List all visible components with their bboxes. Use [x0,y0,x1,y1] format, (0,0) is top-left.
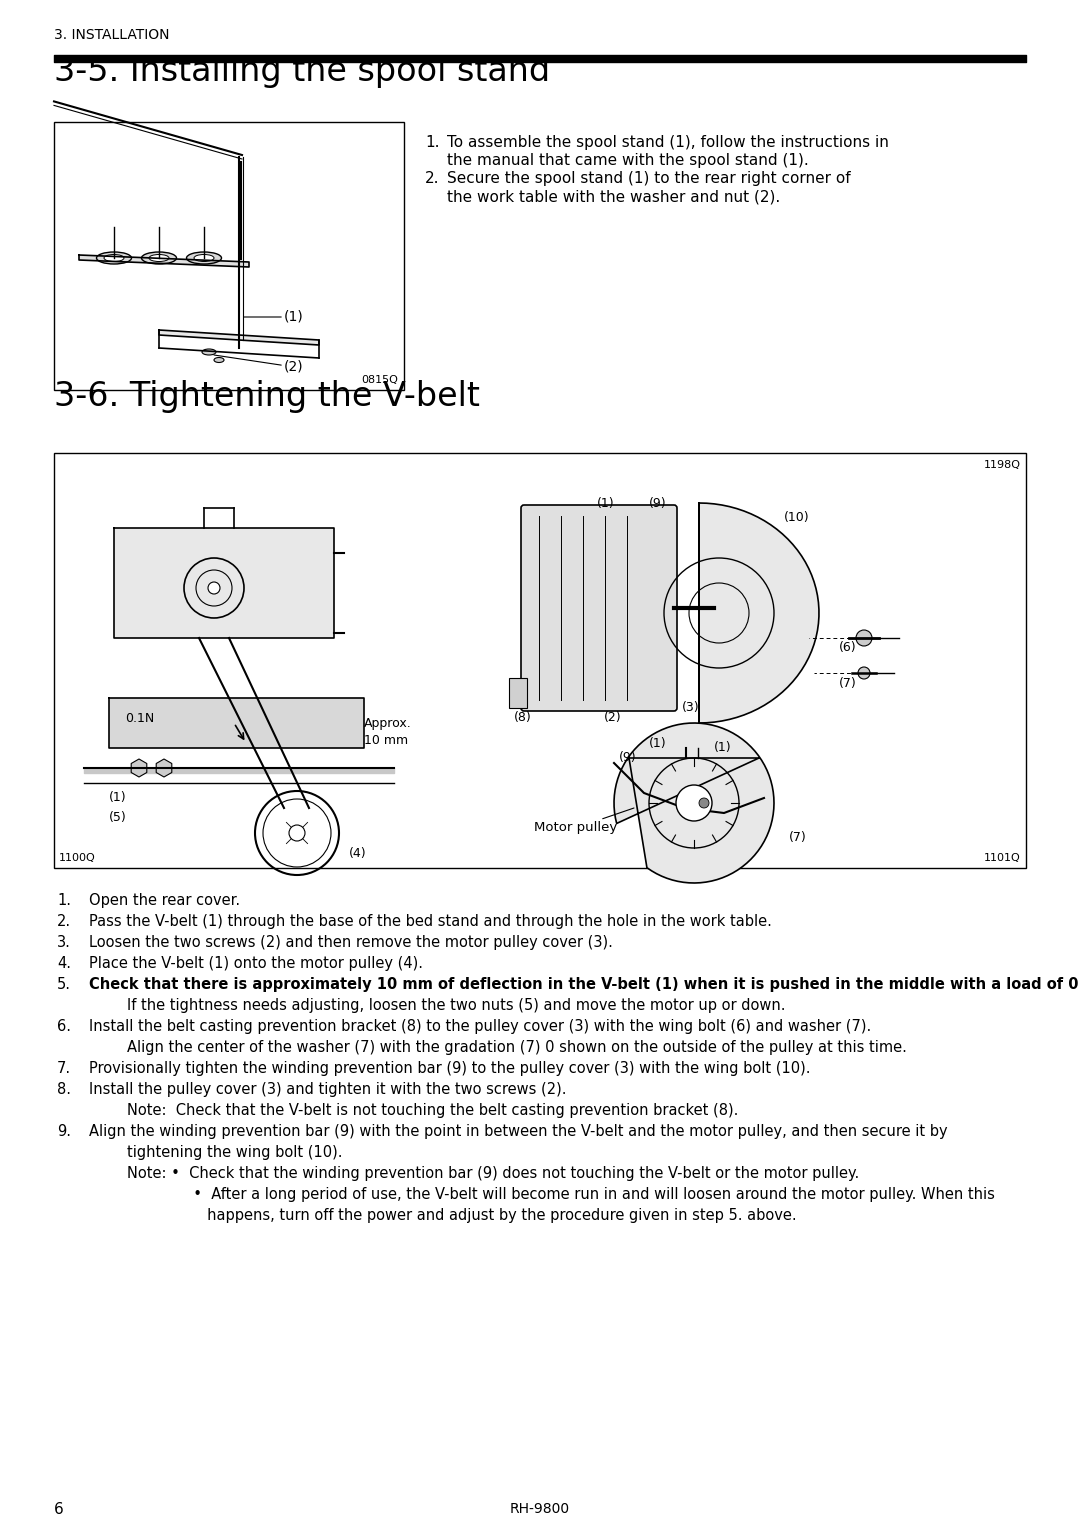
Ellipse shape [104,255,124,261]
Circle shape [856,630,872,646]
Circle shape [289,825,305,840]
Text: 1100Q: 1100Q [59,853,96,863]
Ellipse shape [202,348,216,354]
Text: Secure the spool stand (1) to the rear right corner of: Secure the spool stand (1) to the rear r… [447,171,851,186]
Text: 2.: 2. [426,171,440,186]
Text: happens, turn off the power and adjust by the procedure given in step 5. above.: happens, turn off the power and adjust b… [147,1209,797,1222]
Text: 3.: 3. [57,935,71,950]
Text: 3. INSTALLATION: 3. INSTALLATION [54,28,170,41]
Text: (3): (3) [681,701,700,715]
Ellipse shape [141,252,176,264]
Text: (5): (5) [109,811,126,825]
Text: 6.: 6. [57,1019,71,1034]
Text: (1): (1) [109,792,126,805]
Text: the work table with the washer and nut (2).: the work table with the washer and nut (… [447,189,780,205]
Text: (6): (6) [839,642,856,654]
Text: Install the pulley cover (3) and tighten it with the two screws (2).: Install the pulley cover (3) and tighten… [89,1082,567,1097]
Text: 7.: 7. [57,1060,71,1076]
Text: 4.: 4. [57,957,71,970]
Polygon shape [109,698,364,749]
Text: If the tightness needs adjusting, loosen the two nuts (5) and move the motor up : If the tightness needs adjusting, loosen… [127,998,785,1013]
Circle shape [858,668,870,678]
Text: Provisionally tighten the winding prevention bar (9) to the pulley cover (3) wit: Provisionally tighten the winding preven… [89,1060,810,1076]
Text: Install the belt casting prevention bracket (8) to the pulley cover (3) with the: Install the belt casting prevention brac… [89,1019,872,1034]
Text: Approx.: Approx. [364,717,411,729]
Text: (10): (10) [784,512,810,524]
Polygon shape [114,529,334,639]
Text: Loosen the two screws (2) and then remove the motor pulley cover (3).: Loosen the two screws (2) and then remov… [89,935,612,950]
Ellipse shape [96,252,132,264]
Bar [509,678,527,707]
Ellipse shape [149,255,168,261]
Bar [54,122,404,390]
Text: the manual that came with the spool stand (1).: the manual that came with the spool stan… [447,153,809,168]
Text: 0.1N: 0.1N [125,712,154,724]
Bar [54,452,1026,868]
Text: (1): (1) [649,736,666,750]
Text: (9): (9) [649,497,666,509]
Polygon shape [79,255,249,267]
Text: 6: 6 [54,1502,64,1517]
Text: tightening the wing bolt (10).: tightening the wing bolt (10). [127,1144,342,1160]
Polygon shape [615,723,774,883]
Text: 1101Q: 1101Q [984,853,1021,863]
Circle shape [208,582,220,594]
Text: 8.: 8. [57,1082,71,1097]
Ellipse shape [187,252,221,264]
Text: (9): (9) [619,752,636,764]
Text: 1198Q: 1198Q [984,460,1021,471]
Text: To assemble the spool stand (1), follow the instructions in: To assemble the spool stand (1), follow … [447,134,889,150]
Polygon shape [699,503,819,723]
Text: 3-6. Tightening the V-belt: 3-6. Tightening the V-belt [54,380,480,413]
FancyBboxPatch shape [521,504,677,711]
Text: Note: •  Check that the winding prevention bar (9) does not touching the V-belt : Note: • Check that the winding preventio… [127,1166,860,1181]
Circle shape [676,785,712,821]
Text: 5.: 5. [57,976,71,992]
Text: 2.: 2. [57,914,71,929]
Text: 0815Q: 0815Q [361,374,399,385]
Text: (1): (1) [714,741,731,755]
Text: (2): (2) [604,712,622,724]
Text: (2): (2) [214,354,303,374]
Text: RH-9800: RH-9800 [510,1502,570,1516]
Text: Pass the V-belt (1) through the base of the bed stand and through the hole in th: Pass the V-belt (1) through the base of … [89,914,772,929]
Ellipse shape [194,255,214,261]
Ellipse shape [214,358,224,362]
Text: 3-5. Installing the spool stand: 3-5. Installing the spool stand [54,55,550,89]
Circle shape [699,798,708,808]
Text: •  After a long period of use, the V-belt will become run in and will loosen aro: • After a long period of use, the V-belt… [147,1187,995,1203]
Text: 10 mm: 10 mm [364,733,408,747]
Text: Note:  Check that the V-belt is not touching the belt casting prevention bracket: Note: Check that the V-belt is not touch… [127,1103,739,1118]
Text: Place the V-belt (1) onto the motor pulley (4).: Place the V-belt (1) onto the motor pull… [89,957,423,970]
Text: 1.: 1. [57,892,71,908]
Text: 1.: 1. [426,134,440,150]
Polygon shape [159,330,319,345]
Text: Check that there is approximately 10 mm of deflection in the V-belt (1) when it : Check that there is approximately 10 mm … [89,976,1080,992]
Text: Motor pulley: Motor pulley [534,808,634,834]
Text: Open the rear cover.: Open the rear cover. [89,892,240,908]
Text: (7): (7) [789,831,807,845]
Text: 9.: 9. [57,1125,71,1138]
Text: (8): (8) [514,712,531,724]
Text: (1): (1) [597,497,615,509]
Text: (4): (4) [349,847,366,859]
Text: Align the center of the washer (7) with the gradation (7) 0 shown on the outside: Align the center of the washer (7) with … [127,1041,907,1054]
Text: Align the winding prevention bar (9) with the point in between the V-belt and th: Align the winding prevention bar (9) wit… [89,1125,947,1138]
Text: (1): (1) [244,310,303,324]
Text: (7): (7) [839,677,856,689]
